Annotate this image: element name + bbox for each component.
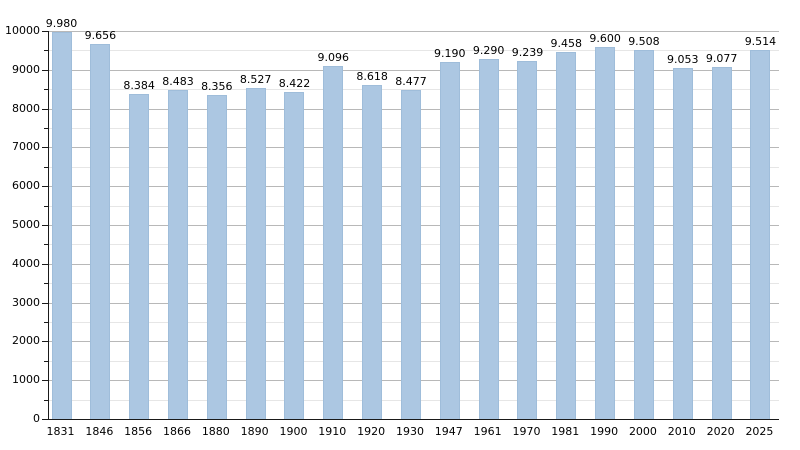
bar-2025 [750,49,771,419]
bar-1880 [206,94,227,419]
bar-value-label: 9.458 [550,37,583,51]
y-major-tick [42,147,48,149]
bar-1856 [129,93,150,419]
y-axis-tick-label: 3000 [12,295,40,309]
bar-1981 [556,52,577,419]
y-major-tick [42,419,48,420]
x-axis-tick-label: 1947 [434,425,463,438]
bar-1961 [478,58,499,419]
bar-value-label: 9.600 [589,31,621,45]
x-axis-tick-label: 2020 [706,425,735,438]
major-gridline [49,31,779,32]
bar-1866 [167,89,188,419]
minor-gridline [49,89,779,91]
x-axis-tick-label: 2025 [745,425,774,438]
bar-value-label: 9.239 [511,45,544,59]
y-axis-tick-label: 8000 [12,101,40,115]
y-major-tick [42,302,48,304]
bar-value-label: 9.190 [434,47,466,61]
bar-value-label: 9.290 [472,43,505,57]
y-axis-tick-label: 2000 [12,334,40,348]
y-minor-tick [44,50,48,52]
x-axis-tick-label: 2000 [628,425,657,438]
bar-1890 [245,88,266,419]
bar-1990 [595,46,616,419]
y-major-tick [42,31,48,32]
x-axis-tick-label: 1831 [46,425,75,438]
y-axis-tick-label: 0 [33,412,40,425]
x-axis-tick-label: 1990 [590,425,619,438]
bar-1920 [362,84,383,419]
x-axis-tick-label: 1856 [124,425,153,438]
x-axis-tick-label: 1846 [85,425,114,438]
y-minor-tick [44,360,48,362]
bar-value-label: 9.096 [317,51,350,65]
y-minor-tick [44,166,48,168]
x-axis-tick-label: 2010 [667,425,696,438]
x-axis-tick-label: 1961 [473,425,502,438]
bar-value-label: 8.527 [239,73,272,87]
bar-value-label: 9.077 [705,51,738,65]
bar-1846 [90,44,111,419]
y-minor-tick [44,244,48,246]
bar-value-label: 9.053 [667,52,699,66]
bar-2000 [633,50,654,419]
y-axis-tick-label: 6000 [12,179,40,193]
y-major-tick [42,186,48,188]
y-minor-tick [44,322,48,323]
x-axis-tick-label: 1910 [318,425,347,438]
x-axis-tick-label: 1930 [395,425,424,438]
y-axis-tick-label: 5000 [12,218,40,231]
bar-1831 [51,31,72,419]
major-gridline [49,69,779,71]
y-axis-tick-label: 1000 [12,373,40,387]
y-axis-tick-label: 10000 [5,24,40,37]
y-major-tick [42,225,48,226]
y-minor-tick [44,205,48,207]
y-axis-tick-label: 4000 [12,256,40,270]
x-axis-tick-label: 1920 [357,425,386,438]
plot-area: 9.980 9.656 8.384 8.483 8.356 8.527 8.422 9.096… [46,17,779,420]
x-axis-tick-label: 1981 [551,425,580,438]
y-major-tick [42,69,48,71]
x-axis-tick-label: 1880 [201,425,230,438]
bar-value-label: 8.618 [356,69,388,83]
y-major-tick [42,341,48,343]
bar-value-label: 8.384 [123,78,155,92]
bar-value-label: 8.483 [162,74,194,88]
bar-1970 [517,60,538,419]
bar-1900 [284,92,305,419]
y-minor-tick [44,128,48,129]
y-minor-tick [44,283,48,285]
bar-value-label: 8.356 [201,79,233,93]
bar-value-label: 8.477 [395,75,427,89]
x-axis-tick-label: 1890 [240,425,269,438]
bar-value-label: 9.656 [84,29,117,43]
x-axis-tick-label: 1900 [279,425,308,438]
y-minor-tick [44,399,48,401]
bar-value-label: 9.980 [45,16,78,30]
x-axis-tick-label: 1970 [512,425,541,438]
bar-1947 [439,62,460,419]
bar-1910 [323,66,344,419]
bar-1930 [400,90,421,419]
bar-2020 [711,66,732,419]
y-minor-tick [44,89,48,91]
y-major-tick [42,380,48,382]
minor-gridline [49,50,779,52]
bar-value-label: 8.422 [278,77,311,91]
bar-2010 [672,67,693,419]
y-axis-tick-label: 7000 [12,140,40,154]
bar-value-label: 9.514 [744,34,777,48]
y-major-tick [42,263,48,265]
bar-value-label: 9.508 [628,35,660,49]
y-axis-tick-label: 9000 [12,62,40,76]
y-major-tick [42,108,48,110]
x-axis-tick-label: 1866 [162,425,191,438]
